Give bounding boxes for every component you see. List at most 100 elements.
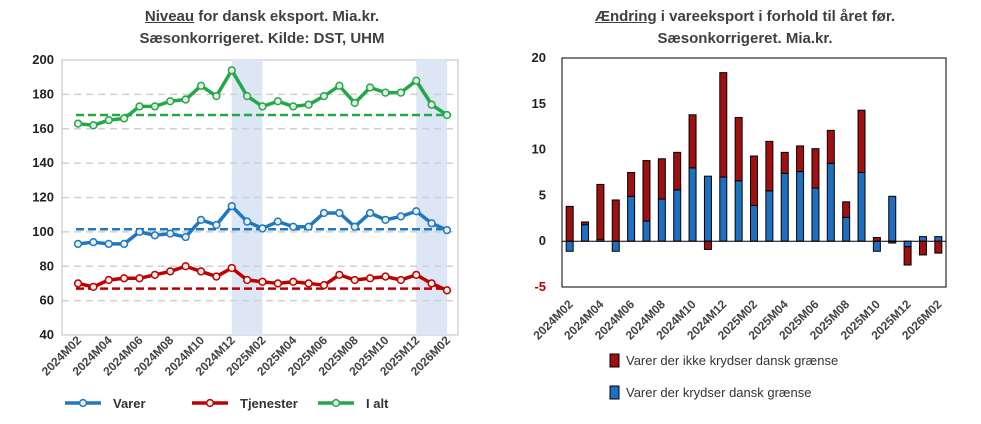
series-point-0 xyxy=(273,217,283,226)
bar-segment-crossing xyxy=(826,162,835,242)
series-point-1 xyxy=(258,277,267,286)
bar-segment-noncrossing xyxy=(688,114,697,169)
bar-segment-crossing xyxy=(581,224,590,242)
series-point-0 xyxy=(227,201,236,211)
series-point-1 xyxy=(150,270,160,279)
bar-segment-crossing xyxy=(565,240,574,252)
series-point-2 xyxy=(350,98,359,108)
legend-label-1: Tjenester xyxy=(240,396,298,411)
series-point-0 xyxy=(89,238,98,247)
series-point-0 xyxy=(319,208,329,218)
series-point-1 xyxy=(350,275,359,285)
bar-segment-crossing xyxy=(872,240,881,252)
series-point-2 xyxy=(427,100,436,109)
right-title-rest: i vareeksport i forhold til året før. xyxy=(656,8,896,25)
legend-label-right-1: Varer der krydser dansk grænse xyxy=(626,385,811,400)
left-y-tick-label: 120 xyxy=(32,190,54,205)
bar-segment-crossing xyxy=(627,195,636,242)
bar-segment-crossing xyxy=(780,172,789,242)
bar-segment-noncrossing xyxy=(750,155,758,206)
bar-segment-noncrossing xyxy=(581,221,590,226)
series-point-1 xyxy=(89,282,98,292)
bar-segment-crossing xyxy=(842,216,851,242)
series-point-1 xyxy=(365,274,375,283)
series-point-2 xyxy=(365,83,375,92)
bar-segment-crossing xyxy=(903,240,912,248)
series-point-2 xyxy=(166,97,175,106)
bar-segment-noncrossing xyxy=(872,237,881,242)
series-point-2 xyxy=(212,91,221,101)
right-y-tick-label: 20 xyxy=(532,50,546,65)
series-point-0 xyxy=(412,207,421,216)
bar-segment-noncrossing xyxy=(565,205,574,242)
bar-segment-crossing xyxy=(888,195,897,242)
bar-segment-noncrossing xyxy=(918,240,927,256)
series-point-2 xyxy=(412,76,421,85)
right-title-underlined: Ændring xyxy=(594,8,657,25)
bar-segment-crossing xyxy=(642,220,651,242)
bar-segment-crossing xyxy=(750,204,758,242)
legend-label-0: Varer xyxy=(113,396,146,411)
series-point-2 xyxy=(119,114,129,123)
legend-marker-0 xyxy=(78,398,88,408)
right-y-tick-label: 10 xyxy=(532,142,546,157)
bar-segment-crossing xyxy=(934,236,943,242)
bar-segment-noncrossing xyxy=(842,201,851,218)
series-point-1 xyxy=(73,279,83,288)
bar-segment-crossing xyxy=(796,171,805,242)
series-point-2 xyxy=(89,121,98,130)
series-point-2 xyxy=(104,116,113,125)
bar-segment-crossing xyxy=(765,190,774,242)
bar-segment-crossing xyxy=(657,198,666,242)
left-y-tick-label: 200 xyxy=(32,52,54,67)
series-point-2 xyxy=(304,100,313,109)
series-point-2 xyxy=(381,88,390,97)
series-point-2 xyxy=(442,110,452,120)
series-point-1 xyxy=(242,275,252,285)
right-y-tick-label: 0 xyxy=(539,233,546,248)
series-point-1 xyxy=(319,281,329,290)
series-point-0 xyxy=(196,215,206,224)
bar-segment-noncrossing xyxy=(780,151,789,174)
series-point-1 xyxy=(135,274,144,283)
series-point-0 xyxy=(73,239,83,249)
left-y-tick-label: 100 xyxy=(32,224,54,239)
bar-segment-noncrossing xyxy=(719,72,728,178)
series-point-0 xyxy=(135,227,144,237)
bar-segment-noncrossing xyxy=(627,172,636,197)
series-point-0 xyxy=(365,208,375,218)
bar-segment-crossing xyxy=(673,189,682,242)
series-point-1 xyxy=(212,272,221,281)
series-point-1 xyxy=(166,267,175,276)
series-point-1 xyxy=(104,275,113,285)
series-point-1 xyxy=(381,272,390,281)
series-point-2 xyxy=(335,81,344,90)
series-point-0 xyxy=(381,215,390,224)
series-point-1 xyxy=(181,262,190,271)
series-point-1 xyxy=(273,279,283,288)
series-point-2 xyxy=(135,102,144,111)
left-y-tick-label: 140 xyxy=(32,155,54,170)
series-point-0 xyxy=(104,239,113,249)
legend-swatch-0 xyxy=(609,353,620,368)
bar-segment-noncrossing xyxy=(903,246,912,266)
legend-label-2: I alt xyxy=(366,396,389,411)
series-point-2 xyxy=(273,97,283,106)
series-point-1 xyxy=(196,267,206,276)
bar-segment-crossing xyxy=(734,180,743,242)
series-point-1 xyxy=(396,275,406,285)
bar-segment-noncrossing xyxy=(657,158,666,200)
left-y-tick-label: 40 xyxy=(40,327,54,342)
series-point-1 xyxy=(227,263,236,273)
left-y-tick-label: 160 xyxy=(32,121,54,136)
series-point-2 xyxy=(396,88,406,97)
legend-marker-2 xyxy=(331,398,341,408)
right-y-tick-label: 5 xyxy=(539,187,546,202)
left-y-tick-label: 180 xyxy=(32,86,54,101)
left-y-tick-label: 80 xyxy=(40,258,54,273)
left-chart-subtitle: Sæsonkorrigeret. Kilde: DST, UHM xyxy=(139,30,385,47)
bar-segment-noncrossing xyxy=(734,117,743,182)
bar-segment-noncrossing xyxy=(811,148,820,189)
bar-segment-crossing xyxy=(918,236,927,242)
series-point-0 xyxy=(442,226,452,235)
